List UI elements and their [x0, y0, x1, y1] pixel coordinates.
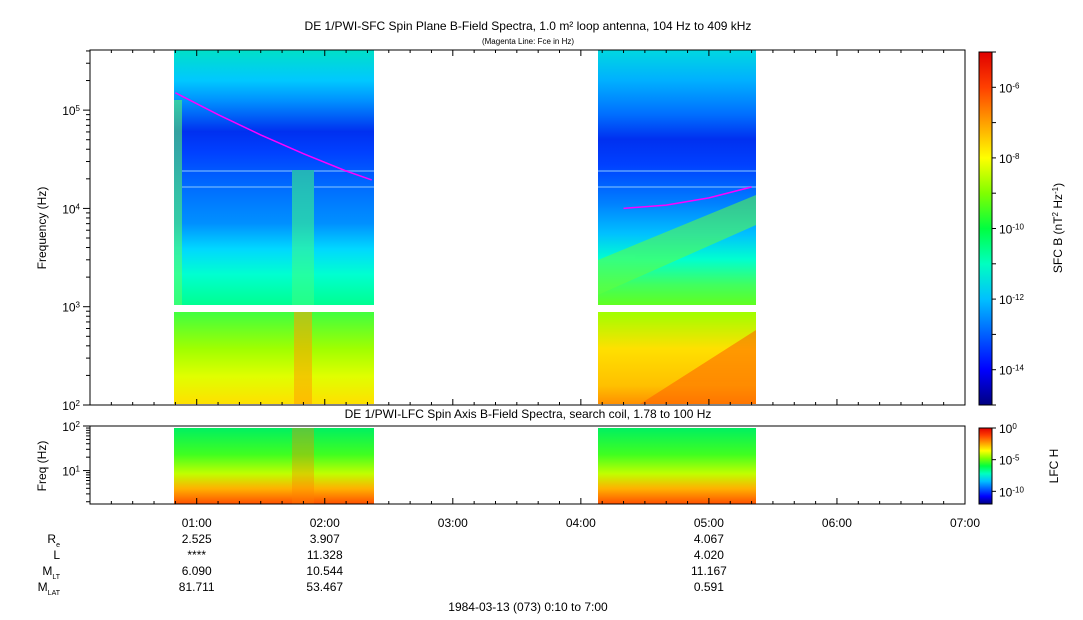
- lfc-colorbar-scale: [978, 427, 993, 505]
- sfc-y-tick-label: 105: [62, 104, 80, 119]
- sfc-interval-1-high: [174, 50, 374, 305]
- ephemeris-value: 2.525: [182, 532, 212, 546]
- sfc-colorbar-tick-label: 10-12: [999, 293, 1024, 308]
- lfc-colorbar-tick-label: 10-10: [999, 485, 1024, 500]
- lfc-ylabel: Freq (Hz): [35, 441, 49, 492]
- sfc-colorbar-tick-label: 10-10: [999, 222, 1024, 237]
- sfc-band: [174, 186, 374, 188]
- sfc-burst: [292, 170, 314, 305]
- ephemeris-row-label: MLT: [42, 564, 60, 581]
- sfc-colorbar-tick-label: 10-8: [999, 151, 1020, 166]
- ephemeris-row-label: Re: [47, 532, 60, 549]
- sfc-colorbar-ticks: 10-6 10-8 10-10 10-12 10-14: [992, 51, 1024, 406]
- time-axis: 01:00 02:00 03:00 04:00 05:00 06:00 07:00: [89, 50, 980, 530]
- ephemeris-value: 6.090: [182, 564, 212, 578]
- sfc-interval-1-low: [174, 312, 374, 404]
- sfc-band: [598, 170, 756, 172]
- fce-line-1: [175, 92, 372, 181]
- sfc-band: [598, 186, 756, 188]
- sfc-title: DE 1/PWI-SFC Spin Plane B-Field Spectra,…: [305, 19, 752, 33]
- sfc-colorbar-tick-label: 10-14: [999, 363, 1024, 378]
- sfc-colorbar: 10-6 10-8 10-10 10-12 10-14 SFC B (nT2 Hz-1): [978, 51, 1066, 406]
- lfc-y-tick-label: 102: [62, 420, 80, 435]
- sfc-y-tick-label: 104: [62, 202, 80, 217]
- fce-line-2: [623, 186, 752, 210]
- lfc-colorbar-label: LFC H: [1047, 449, 1061, 484]
- lfc-spectrogram: [174, 428, 756, 504]
- lfc-y-axis: 101 102: [62, 420, 90, 503]
- lfc-y-tick-label: 101: [62, 464, 80, 479]
- sfc-bands: [174, 100, 756, 404]
- x-tick-label: 07:00: [950, 516, 980, 530]
- ephemeris-value: 0.591: [694, 580, 724, 594]
- sfc-frame: [89, 49, 966, 406]
- sfc-y-axis: 102 103 104 105: [62, 50, 90, 414]
- ephemeris-value: 11.328: [307, 548, 343, 562]
- lfc-colorbar-tick-label: 100: [999, 422, 1017, 437]
- ephemeris-value: 10.544: [306, 564, 343, 578]
- sfc-ylabel: Frequency (Hz): [35, 187, 49, 270]
- x-tick-label: 01:00: [182, 516, 212, 530]
- ephemeris-value: 11.167: [691, 564, 727, 578]
- x-tick-label: 02:00: [310, 516, 340, 530]
- lfc-frame: [89, 425, 966, 505]
- sfc-colorbar-tick-label: 10-6: [999, 81, 1020, 96]
- ephemeris-value: 53.467: [306, 580, 343, 594]
- x-tick-label: 04:00: [566, 516, 596, 530]
- footer-time-range: 1984-03-13 (073) 0:10 to 7:00: [448, 600, 608, 614]
- lfc-interval-2: [598, 428, 756, 504]
- x-tick-label: 03:00: [438, 516, 468, 530]
- sfc-subtitle: (Magenta Line: Fce in Hz): [482, 37, 574, 46]
- ephemeris-value: 4.020: [694, 548, 724, 562]
- ephemeris-value: 81.711: [179, 580, 215, 594]
- lfc-panel: 101 102 Freq (Hz): [35, 420, 966, 505]
- lfc-title: DE 1/PWI-LFC Spin Axis B-Field Spectra, …: [345, 407, 712, 421]
- lfc-colorbar-ticks: 100 10-5 10-10: [992, 422, 1024, 500]
- lfc-colorbar: 100 10-5 10-10 LFC H: [978, 422, 1061, 505]
- ephemeris-value: ****: [187, 548, 206, 562]
- sfc-colorbar-label: SFC B (nT2 Hz-1): [1051, 183, 1066, 273]
- ephemeris-table: Re 2.525 3.907 4.067 L **** 11.328 4.020 MLT 6.09…: [38, 532, 727, 597]
- ephemeris-row-label: L: [53, 548, 60, 562]
- ephemeris-value: 4.067: [694, 532, 724, 546]
- lfc-burst: [292, 428, 314, 504]
- x-tick-label: 05:00: [694, 516, 724, 530]
- sfc-spectrogram: [174, 50, 756, 404]
- sfc-emission: [598, 195, 756, 295]
- x-tick-label: 06:00: [822, 516, 852, 530]
- sfc-colorbar-scale: [978, 51, 993, 406]
- sfc-y-tick-label: 102: [62, 399, 80, 414]
- ephemeris-value: 3.907: [310, 532, 340, 546]
- sfc-panel: 102 103 104 105 Frequency (Hz): [35, 49, 966, 414]
- sfc-burst: [294, 312, 312, 404]
- sfc-y-tick-label: 103: [62, 300, 80, 315]
- sfc-emission: [640, 330, 756, 404]
- sfc-band: [174, 170, 374, 172]
- lfc-colorbar-tick-label: 10-5: [999, 453, 1020, 468]
- sfc-edge: [174, 100, 182, 305]
- ephemeris-row-label: MLAT: [38, 580, 61, 597]
- lfc-interval-1: [174, 428, 374, 504]
